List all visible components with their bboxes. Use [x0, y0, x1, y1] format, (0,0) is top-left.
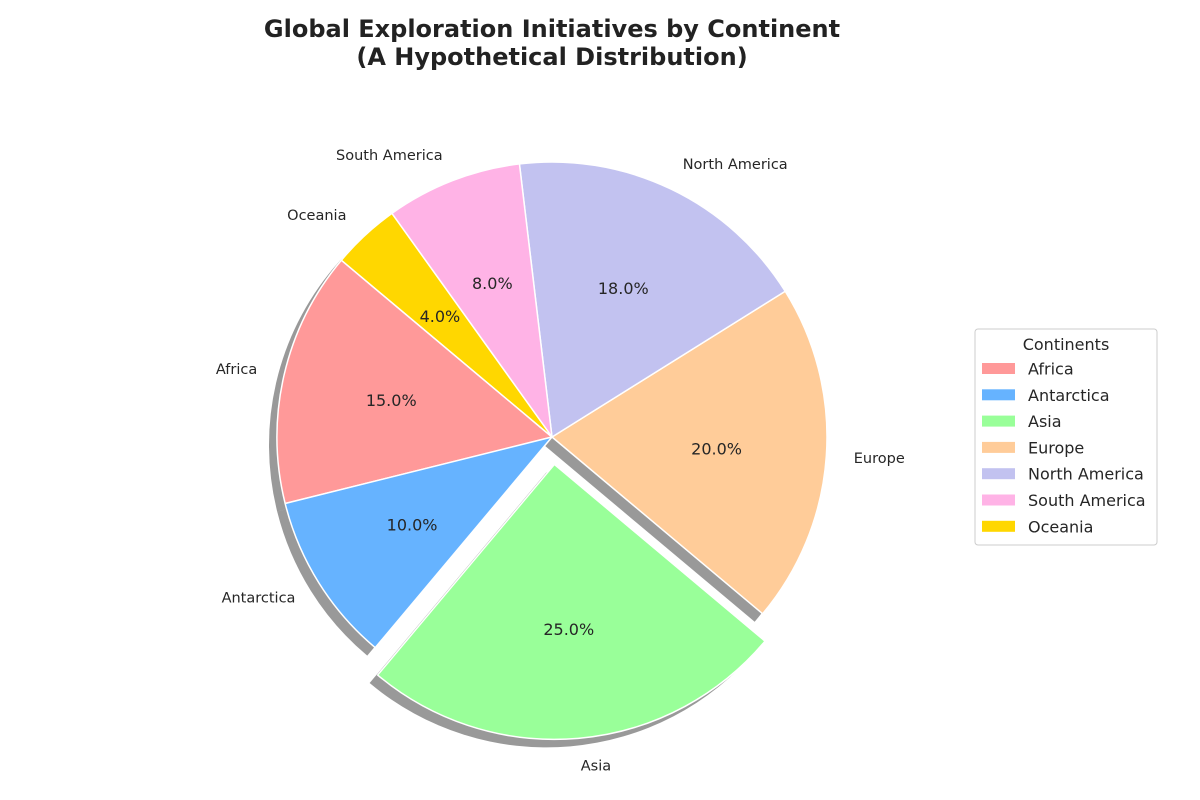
slice-asia	[376, 463, 766, 741]
slice-label-antarctica: Antarctica	[222, 590, 296, 606]
legend-label-asia: Asia	[1028, 412, 1062, 431]
slice-label-africa: Africa	[216, 362, 257, 378]
chart-title-line-1: Global Exploration Initiatives by Contin…	[264, 15, 840, 43]
percent-label-europe: 20.0%	[691, 440, 742, 459]
chart-title-line-2: (A Hypothetical Distribution)	[356, 43, 747, 71]
legend-box	[974, 328, 1158, 546]
percent-label-south-america: 8.0%	[472, 274, 513, 293]
slice-antarctica	[284, 436, 553, 649]
percent-labels: 15.0% 10.0% 25.0% 20.0% 18.0% 8.0% 4.0%	[366, 274, 742, 639]
legend-swatch-europe	[982, 441, 1015, 453]
percent-label-antarctica: 10.0%	[387, 515, 438, 534]
legend-swatch-antarctica	[982, 389, 1015, 401]
percent-label-africa: 15.0%	[366, 391, 417, 410]
legend-items: Africa Antarctica Asia Europe North America S…	[982, 360, 1146, 536]
legend-label-europe: Europe	[1028, 438, 1084, 457]
slice-label-north-america: North America	[683, 157, 788, 173]
slice-north-america	[518, 161, 786, 438]
legend-swatch-asia	[982, 415, 1015, 427]
legend-label-south-america: South America	[1028, 491, 1146, 510]
legend-label-north-america: North America	[1028, 465, 1144, 484]
pie-slices	[276, 161, 828, 741]
slice-label-europe: Europe	[854, 451, 905, 467]
percent-label-north-america: 18.0%	[598, 279, 649, 298]
chart-title: Global Exploration Initiatives by Contin…	[264, 15, 840, 71]
legend-swatch-north-america	[982, 468, 1015, 480]
legend: Continents Africa Antarctica Asia Europe Nor…	[974, 328, 1158, 546]
legend-label-antarctica: Antarctica	[1028, 386, 1110, 405]
legend-swatch-oceania	[982, 520, 1015, 532]
slice-label-oceania: Oceania	[287, 208, 346, 224]
slice-africa	[276, 259, 553, 505]
slice-labels: Africa Antarctica Asia Europe North America S…	[216, 148, 905, 775]
legend-title: Continents	[1023, 335, 1110, 354]
legend-label-africa: Africa	[1028, 360, 1074, 379]
slice-label-south-america: South America	[336, 148, 443, 164]
legend-swatch-south-america	[982, 494, 1015, 506]
slice-oceania	[340, 212, 553, 438]
slice-south-america	[391, 163, 553, 438]
slice-label-asia: Asia	[581, 759, 611, 775]
percent-label-asia: 25.0%	[543, 620, 594, 639]
legend-swatch-africa	[982, 363, 1015, 374]
percent-label-oceania: 4.0%	[420, 307, 461, 326]
slice-europe	[551, 290, 828, 615]
legend-label-oceania: Oceania	[1028, 517, 1093, 536]
